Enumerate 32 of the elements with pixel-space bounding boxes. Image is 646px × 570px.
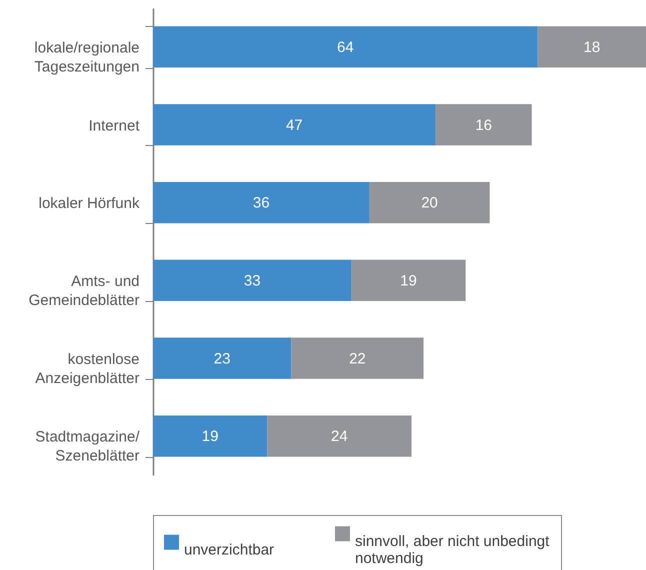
data-label: 64	[337, 38, 354, 56]
data-label: 19	[400, 272, 417, 290]
y-tick-label: lokaler Hörfunk	[38, 195, 140, 212]
data-label: 19	[202, 428, 218, 446]
legend-label: unverzichtbar	[184, 541, 274, 558]
y-tick-label: kostenlose Anzeigenblätter	[35, 350, 140, 387]
data-label: 18	[584, 38, 600, 56]
bar	[291, 338, 424, 379]
data-label: 33	[244, 272, 261, 290]
y-tick-label: Internet	[88, 117, 140, 134]
bar	[267, 415, 412, 457]
y-tick-label: Amts- und Gemeindeblätter	[28, 272, 140, 309]
data-label: 23	[214, 350, 230, 368]
bar	[153, 104, 436, 146]
bar	[351, 260, 466, 302]
y-tick-label: Stadtmagazine/Szeneblätter	[35, 428, 140, 465]
bar	[153, 182, 370, 224]
data-label: 24	[331, 428, 348, 446]
data-label: 16	[475, 116, 492, 134]
bar	[153, 260, 352, 302]
bar	[153, 26, 538, 68]
y-tick-label: lokale/regionale Tageszeitungen	[34, 39, 140, 76]
bar	[153, 338, 292, 379]
data-label: 22	[349, 350, 366, 368]
data-label: 47	[286, 116, 303, 134]
bar	[436, 104, 532, 146]
bar	[538, 26, 646, 68]
data-label: 36	[252, 194, 270, 212]
bar	[153, 415, 268, 457]
legend-label: sinnvoll, aber nicht unbedingt notwendig	[355, 532, 550, 567]
data-label: 20	[421, 194, 438, 212]
bar	[369, 182, 490, 224]
